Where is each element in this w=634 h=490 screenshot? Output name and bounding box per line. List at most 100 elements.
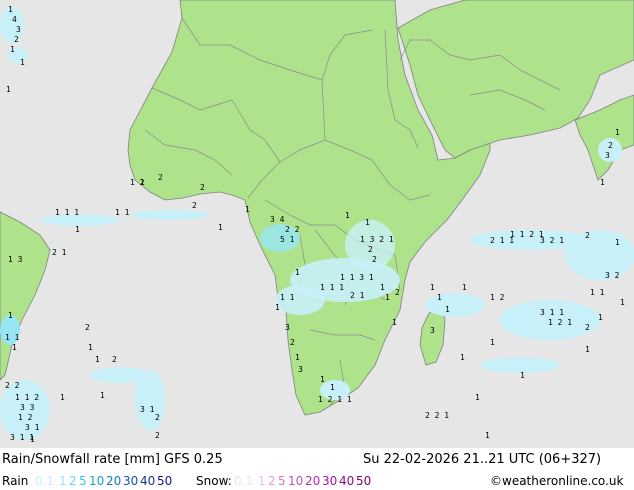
- svg-text:1: 1: [218, 223, 223, 232]
- svg-text:1: 1: [88, 343, 93, 352]
- svg-text:3 1: 3 1: [140, 405, 155, 414]
- svg-text:1: 1: [275, 303, 280, 312]
- map-canvas: 1 4 3 2 1 1 1 1 2 2 2 1 1 1 1 1 1 2 1 1 …: [0, 0, 634, 444]
- svg-text:2: 2: [290, 338, 295, 347]
- svg-text:1: 1: [380, 283, 385, 292]
- svg-text:1: 1: [100, 391, 105, 400]
- snow-value-4: 10: [288, 474, 304, 488]
- snow-value-3: 5: [278, 474, 286, 488]
- svg-text:1: 1: [20, 58, 25, 67]
- svg-text:1 1 1: 1 1 1: [55, 208, 79, 217]
- svg-text:1: 1: [245, 205, 250, 214]
- credit-text: ©weatheronline.co.uk: [490, 474, 624, 488]
- svg-text:1: 1: [12, 343, 17, 352]
- svg-text:1: 1: [462, 283, 467, 292]
- svg-text:1: 1: [295, 268, 300, 277]
- svg-text:3 2: 3 2: [605, 271, 620, 280]
- svg-text:2: 2: [585, 231, 590, 240]
- svg-text:1 1 2 1: 1 1 2 1: [510, 230, 544, 239]
- svg-text:2 2: 2 2: [285, 225, 300, 234]
- svg-text:3 3: 3 3: [20, 403, 35, 412]
- svg-text:5 1: 5 1: [280, 235, 295, 244]
- africa-landmass: [127, 0, 491, 416]
- svg-text:2: 2: [112, 355, 117, 364]
- svg-text:1: 1: [392, 318, 397, 327]
- svg-text:2: 2: [608, 141, 613, 150]
- snow-value-0: 0.1: [234, 474, 254, 488]
- snow-value-6: 30: [322, 474, 338, 488]
- svg-text:1 3 2 1: 1 3 2 1: [360, 235, 394, 244]
- rain-rate-labels: 1 4 3 2 1 1 1 1 2 2 2 1 1 1 1 1 1 2 1 1 …: [5, 5, 625, 444]
- svg-text:2: 2: [155, 413, 160, 422]
- rain-value-1: 1: [59, 474, 67, 488]
- svg-text:3 1: 3 1: [25, 423, 40, 432]
- snow-value-2: 2: [268, 474, 276, 488]
- svg-text:1: 1: [8, 5, 13, 14]
- svg-text:1 2: 1 2: [490, 293, 505, 302]
- svg-text:1: 1: [460, 353, 465, 362]
- svg-text:1: 1: [30, 435, 35, 444]
- svg-text:2: 2: [85, 323, 90, 332]
- svg-text:3: 3: [285, 323, 290, 332]
- rain-value-5: 20: [106, 474, 122, 488]
- svg-text:1 1: 1 1: [590, 288, 605, 297]
- map-datetime: Su 22-02-2026 21..21 UTC (06+327): [363, 452, 602, 467]
- svg-text:1: 1: [598, 313, 603, 322]
- svg-text:1: 1: [615, 128, 620, 137]
- svg-text:1: 1: [485, 431, 490, 440]
- svg-text:1: 1: [490, 338, 495, 347]
- svg-text:2: 2: [14, 35, 19, 44]
- snow-value-7: 40: [339, 474, 355, 488]
- svg-text:1: 1: [10, 45, 15, 54]
- svg-text:1: 1: [8, 311, 13, 320]
- south-america-landmass: [0, 211, 51, 381]
- svg-text:2 1: 2 1: [52, 248, 67, 257]
- rain-value-3: 5: [79, 474, 87, 488]
- svg-text:1 3: 1 3: [8, 255, 23, 264]
- svg-text:1: 1: [60, 393, 65, 402]
- svg-text:2: 2: [395, 288, 400, 297]
- svg-text:1: 1: [295, 353, 300, 362]
- rain-value-4: 10: [89, 474, 105, 488]
- svg-text:3: 3: [605, 151, 610, 160]
- svg-text:1: 1: [437, 293, 442, 302]
- svg-text:2: 2: [372, 255, 377, 264]
- rain-value-8: 50: [157, 474, 173, 488]
- svg-text:1: 1: [365, 218, 370, 227]
- svg-text:1: 1: [585, 345, 590, 354]
- svg-text:1: 1: [330, 383, 335, 392]
- svg-text:3 2 1: 3 2 1: [540, 236, 564, 245]
- svg-text:1 1 2: 1 1 2: [15, 393, 39, 402]
- svg-text:1: 1: [320, 375, 325, 384]
- svg-text:3: 3: [298, 365, 303, 374]
- svg-text:2: 2: [200, 183, 205, 192]
- svg-text:1 2: 1 2: [18, 413, 33, 422]
- svg-text:1 2 1 1: 1 2 1 1: [318, 395, 352, 404]
- svg-text:2 2 1: 2 2 1: [425, 411, 449, 420]
- svg-text:2: 2: [368, 245, 373, 254]
- precipitation-overlay: [0, 7, 634, 440]
- svg-text:1: 1: [6, 85, 11, 94]
- svg-text:1: 1: [615, 238, 620, 247]
- rain-value-7: 40: [140, 474, 156, 488]
- rain-legend-label: Rain: [2, 474, 29, 488]
- svg-text:1: 1: [140, 178, 145, 187]
- svg-text:2: 2: [585, 323, 590, 332]
- svg-text:1 2: 1 2: [130, 178, 145, 187]
- weather-map[interactable]: 1 4 3 2 1 1 1 1 2 2 2 1 1 1 1 1 1 2 1 1 …: [0, 0, 634, 448]
- svg-text:2: 2: [155, 431, 160, 440]
- rain-value-6: 30: [123, 474, 139, 488]
- svg-text:1: 1: [75, 225, 80, 234]
- svg-text:3 4: 3 4: [270, 215, 285, 224]
- svg-text:1: 1: [95, 355, 100, 364]
- svg-text:1: 1: [520, 371, 525, 380]
- svg-text:1 1: 1 1: [5, 333, 20, 342]
- svg-text:1: 1: [445, 305, 450, 314]
- map-footer: Rain/Snowfall rate [mm] GFS 0.25 Su 22-0…: [0, 448, 634, 490]
- svg-text:3 1 1: 3 1 1: [540, 308, 564, 317]
- snow-legend-label: Snow:: [196, 474, 232, 488]
- svg-text:4: 4: [12, 15, 17, 24]
- map-title: Rain/Snowfall rate [mm] GFS 0.25: [2, 452, 223, 467]
- svg-text:1: 1: [620, 298, 625, 307]
- svg-text:1 1 1: 1 1 1: [320, 283, 344, 292]
